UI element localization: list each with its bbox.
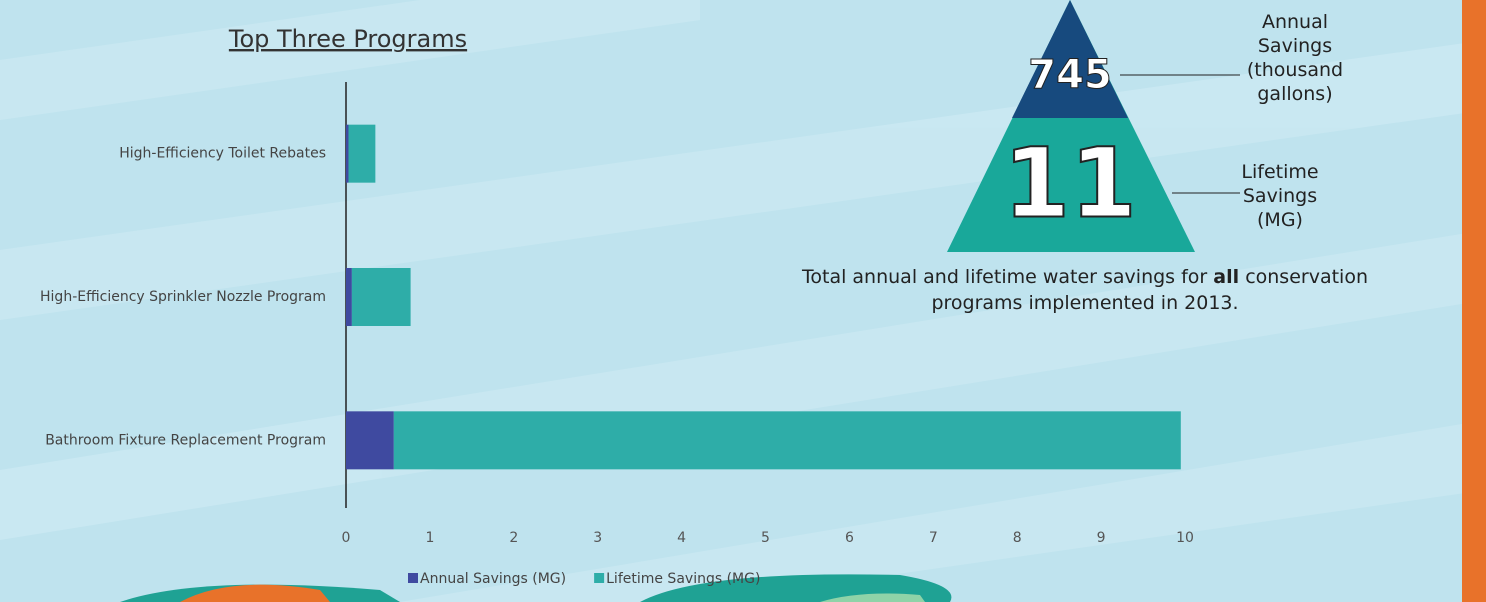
lifetime-value: 11 xyxy=(1003,127,1137,239)
x-tick-label: 0 xyxy=(342,530,351,546)
bar-segment xyxy=(346,268,352,326)
x-tick-label: 6 xyxy=(845,530,854,546)
x-tick-label: 3 xyxy=(593,530,602,546)
bar-segment xyxy=(346,125,349,183)
page: Top Three Programs 745 11 0 1 2 3 4 5 6 7 8 9 10 Hi… xyxy=(0,0,1486,602)
chart-title: Top Three Programs xyxy=(228,25,467,53)
note-text: Total annual and lifetime water savings … xyxy=(802,266,1207,288)
x-tick-label: 10 xyxy=(1176,530,1194,546)
x-tick-label: 2 xyxy=(509,530,518,546)
y-tick-label: Bathroom Fixture Replacement Program xyxy=(45,432,326,448)
note: Total annual and lifetime water savings … xyxy=(790,264,1380,316)
y-tick-label: High-Efficiency Toilet Rebates xyxy=(119,146,326,162)
lifetime-label: Lifetime Savings (MG) xyxy=(1230,160,1330,232)
bar-segment xyxy=(346,411,394,469)
annual-value: 745 xyxy=(1028,52,1112,98)
legend-label: Annual Savings (MG) xyxy=(420,571,566,587)
x-tick-label: 4 xyxy=(677,530,686,546)
y-tick-label: High-Efficiency Sprinkler Nozzle Program xyxy=(40,289,326,305)
legend-swatch xyxy=(408,573,418,583)
legend-swatch xyxy=(594,573,604,583)
annual-label: Annual Savings (thousand gallons) xyxy=(1225,10,1365,106)
side-band xyxy=(1462,0,1486,602)
x-tick-label: 7 xyxy=(929,530,938,546)
x-tick-label: 8 xyxy=(1013,530,1022,546)
bar-segment xyxy=(349,125,376,183)
x-tick-label: 1 xyxy=(425,530,434,546)
bar-segment xyxy=(394,411,1181,469)
legend-label: Lifetime Savings (MG) xyxy=(606,571,760,587)
bar-segment xyxy=(352,268,411,326)
x-tick-label: 5 xyxy=(761,530,770,546)
note-emphasis: all xyxy=(1213,266,1239,288)
x-tick-label: 9 xyxy=(1097,530,1106,546)
